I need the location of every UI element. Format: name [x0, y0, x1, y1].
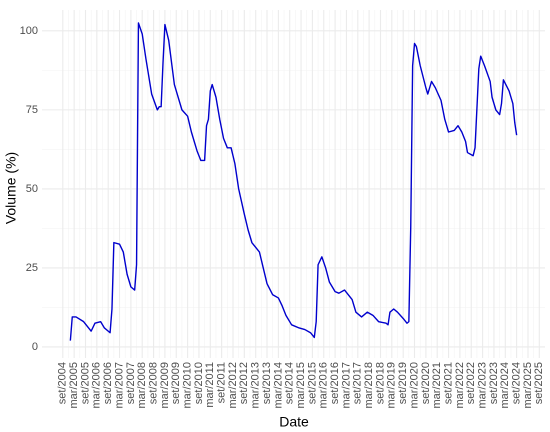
- x-tick-label: mar/2007: [113, 362, 125, 408]
- x-tick-label: set/2021: [442, 362, 454, 404]
- x-tick-label: set/2013: [261, 362, 273, 404]
- x-tick-label: set/2007: [125, 362, 137, 404]
- y-tick-label: 75: [26, 104, 38, 116]
- x-tick-label: set/2014: [284, 362, 296, 404]
- line: [69, 22, 518, 341]
- x-tick-label: mar/2012: [227, 362, 239, 408]
- x-tick-label: mar/2010: [182, 362, 194, 408]
- x-tick-label: mar/2015: [295, 362, 307, 408]
- x-tick-label: mar/2016: [318, 362, 330, 408]
- x-tick-label: set/2005: [79, 362, 91, 404]
- x-tick-label: mar/2005: [68, 362, 80, 408]
- x-tick-label: mar/2020: [408, 362, 420, 408]
- x-tick-label: set/2011: [216, 362, 228, 403]
- x-tick-label: set/2017: [352, 362, 364, 404]
- y-tick-label: 50: [26, 183, 38, 195]
- x-tick-label: set/2012: [238, 362, 250, 404]
- x-axis-title: Date: [279, 414, 309, 430]
- x-tick-label: set/2024: [511, 362, 523, 404]
- x-tick-label: mar/2008: [136, 362, 148, 408]
- x-tick-label: mar/2014: [272, 362, 284, 408]
- x-tick-label: mar/2013: [250, 362, 262, 408]
- x-tick-label: set/2016: [329, 362, 341, 404]
- x-tick-label: set/2020: [420, 362, 432, 404]
- x-tick-label: set/2008: [147, 362, 159, 404]
- x-tick-label: set/2025: [533, 362, 545, 404]
- y-tick-label: 25: [26, 262, 38, 274]
- x-tick-label: mar/2011: [204, 362, 216, 408]
- x-tick-label: mar/2023: [477, 362, 489, 408]
- x-tick-label: set/2022: [465, 362, 477, 404]
- x-tick-label: set/2019: [397, 362, 409, 404]
- x-tick-label: mar/2006: [91, 362, 103, 408]
- x-tick-label: set/2009: [170, 362, 182, 404]
- x-tick-label: set/2006: [102, 362, 114, 404]
- x-tick-label: mar/2021: [431, 362, 443, 408]
- x-tick-label: mar/2018: [363, 362, 375, 408]
- x-tick-label: mar/2009: [159, 362, 171, 408]
- x-tick-label: set/2004: [57, 362, 69, 404]
- x-tick-label: set/2023: [488, 362, 500, 404]
- x-tick-label: mar/2025: [522, 362, 534, 408]
- x-tick-label: mar/2017: [340, 362, 352, 408]
- x-tick-label: set/2010: [193, 362, 205, 404]
- x-tick-label: set/2018: [374, 362, 386, 404]
- y-tick-label: 100: [20, 25, 38, 37]
- x-tick-label: mar/2024: [499, 362, 511, 408]
- x-tick-label: mar/2019: [386, 362, 398, 408]
- x-tick-label: mar/2022: [454, 362, 466, 408]
- x-tick-label: set/2015: [306, 362, 318, 404]
- y-axis-title: Volume (%): [3, 152, 19, 224]
- y-tick-label: 0: [32, 341, 38, 353]
